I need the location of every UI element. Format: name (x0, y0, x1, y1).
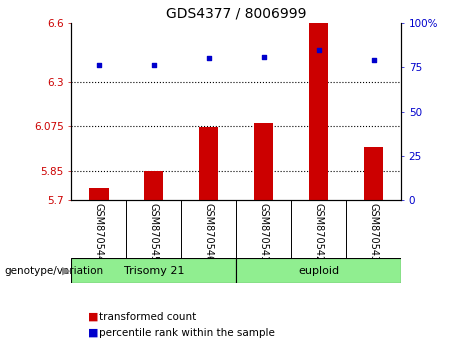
Title: GDS4377 / 8006999: GDS4377 / 8006999 (166, 6, 307, 21)
Point (260, 54, 267, 59)
Text: ▶: ▶ (62, 266, 71, 276)
Point (150, 63, 158, 68)
Text: ■: ■ (88, 328, 98, 338)
Bar (89, 188, 108, 200)
Bar (364, 147, 383, 200)
Text: transformed count: transformed count (99, 312, 196, 322)
Point (95, 63, 103, 68)
Text: euploid: euploid (298, 266, 339, 276)
Text: GSM870546: GSM870546 (204, 203, 214, 262)
Text: ■: ■ (88, 312, 98, 322)
Point (205, 56, 213, 61)
Text: GSM870543: GSM870543 (369, 203, 378, 262)
Text: GSM870545: GSM870545 (149, 203, 159, 262)
Text: percentile rank within the sample: percentile rank within the sample (99, 328, 275, 338)
Bar (71, 258, 236, 283)
Text: GSM870544: GSM870544 (94, 203, 104, 262)
Point (315, 47, 322, 52)
Text: genotype/variation: genotype/variation (5, 266, 104, 276)
Bar (199, 127, 219, 200)
Bar (309, 23, 328, 200)
Point (370, 57, 377, 63)
Bar (254, 123, 273, 200)
Text: GSM870542: GSM870542 (313, 203, 324, 262)
Text: Trisomy 21: Trisomy 21 (124, 266, 184, 276)
Bar (236, 258, 401, 283)
Bar (144, 171, 164, 200)
Text: GSM870541: GSM870541 (259, 203, 269, 262)
